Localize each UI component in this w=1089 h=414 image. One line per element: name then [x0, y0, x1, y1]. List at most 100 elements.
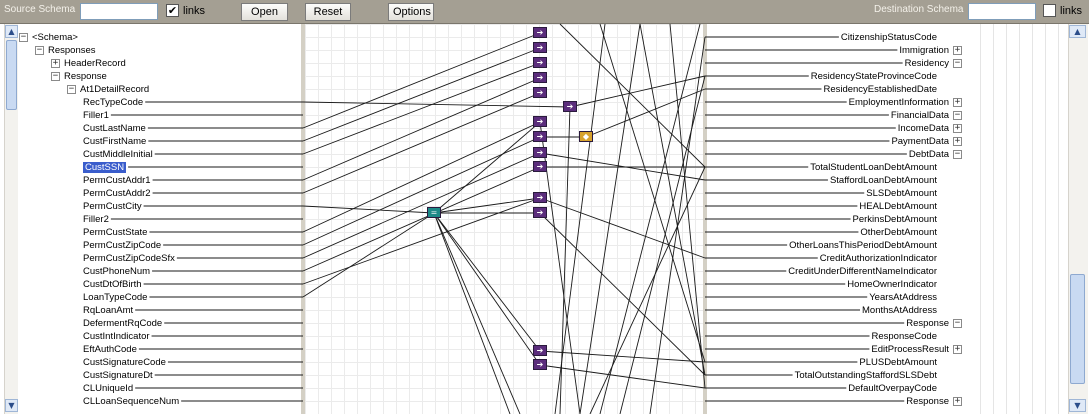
equal-functoid-icon[interactable]: =: [427, 207, 441, 218]
source-links-checkbox[interactable]: ✔ links: [166, 4, 205, 17]
expand-icon[interactable]: +: [953, 96, 962, 107]
source-tree-item[interactable]: − <Schema>: [19, 31, 78, 44]
source-tree-item[interactable]: EftAuthCode: [83, 343, 137, 356]
destination-tree-item[interactable]: EmploymentInformation +: [849, 96, 962, 109]
expand-icon[interactable]: +: [51, 57, 60, 68]
string-functoid-icon[interactable]: ➔: [533, 87, 547, 98]
destination-tree-item[interactable]: PerkinsDebtAmount: [853, 213, 937, 226]
logical-functoid-icon[interactable]: ◆: [579, 131, 593, 142]
mapping-grid[interactable]: [305, 24, 703, 414]
destination-tree-item[interactable]: HEALDebtAmount: [859, 200, 937, 213]
collapse-icon[interactable]: −: [51, 70, 60, 81]
destination-links-checkbox[interactable]: links: [1043, 4, 1082, 17]
destination-tree-item[interactable]: Immigration +: [899, 44, 962, 57]
source-search-input[interactable]: [80, 3, 158, 20]
collapse-icon[interactable]: −: [67, 83, 76, 94]
source-tree-item[interactable]: PermCustAddr1: [83, 174, 151, 187]
scroll-down-icon[interactable]: ▼: [5, 399, 18, 412]
source-tree-item[interactable]: CustSignatureDt: [83, 369, 153, 382]
destination-tree-item[interactable]: CreditAuthorizationIndicator: [820, 252, 937, 265]
source-tree-item[interactable]: PermCustZipCode: [83, 239, 161, 252]
source-tree-item[interactable]: RqLoanAmt: [83, 304, 133, 317]
source-tree-item[interactable]: CustSSN: [83, 161, 127, 174]
string-functoid-icon[interactable]: ➔: [533, 27, 547, 38]
collapse-icon[interactable]: −: [35, 44, 44, 55]
string-functoid-icon[interactable]: ➔: [533, 116, 547, 127]
source-tree-item[interactable]: PermCustZipCodeSfx: [83, 252, 175, 265]
destination-tree-item[interactable]: YearsAtAddress: [869, 291, 937, 304]
scroll-down-icon[interactable]: ▼: [1069, 399, 1086, 412]
string-functoid-icon[interactable]: ➔: [533, 147, 547, 158]
scroll-thumb[interactable]: [1070, 274, 1085, 384]
source-tree-item[interactable]: RecTypeCode: [83, 96, 143, 109]
source-tree-item[interactable]: Filler1: [83, 109, 109, 122]
destination-tree-item[interactable]: ResidencyEstablishedDate: [823, 83, 937, 96]
destination-tree-item[interactable]: PLUSDebtAmount: [859, 356, 937, 369]
destination-tree-item[interactable]: ResidencyStateProvinceCode: [811, 70, 937, 83]
source-tree-item[interactable]: − Responses: [35, 44, 96, 57]
string-functoid-icon[interactable]: ➔: [533, 42, 547, 53]
destination-tree-item[interactable]: DefaultOverpayCode: [848, 382, 937, 395]
string-functoid-icon[interactable]: ➔: [533, 345, 547, 356]
string-functoid-icon[interactable]: ➔: [563, 101, 577, 112]
source-tree-item[interactable]: CLLoanSequenceNum: [83, 395, 179, 408]
destination-tree-item[interactable]: SLSDebtAmount: [866, 187, 937, 200]
options-button[interactable]: Options: [388, 3, 434, 21]
scroll-up-icon[interactable]: ▲: [5, 25, 18, 38]
source-tree-item[interactable]: CustDtOfBirth: [83, 278, 142, 291]
string-functoid-icon[interactable]: ➔: [533, 57, 547, 68]
reset-button[interactable]: Reset: [305, 3, 351, 21]
scroll-up-icon[interactable]: ▲: [1069, 25, 1086, 38]
destination-scrollbar[interactable]: ▲ ▼: [1068, 24, 1088, 414]
destination-tree-item[interactable]: PaymentData +: [891, 135, 962, 148]
open-button[interactable]: Open: [241, 3, 288, 21]
source-tree-item[interactable]: PermCustAddr2: [83, 187, 151, 200]
collapse-icon[interactable]: −: [953, 148, 962, 159]
source-tree-item[interactable]: CustLastName: [83, 122, 146, 135]
expand-icon[interactable]: +: [953, 122, 962, 133]
collapse-icon[interactable]: −: [953, 57, 962, 68]
collapse-icon[interactable]: −: [19, 31, 28, 42]
destination-search-input[interactable]: [968, 3, 1036, 20]
destination-tree-item[interactable]: CreditUnderDifferentNameIndicator: [788, 265, 937, 278]
destination-tree-item[interactable]: StaffordLoanDebtAmount: [830, 174, 937, 187]
collapse-icon[interactable]: −: [953, 317, 962, 328]
destination-tree-item[interactable]: MonthsAtAddress: [862, 304, 937, 317]
source-scrollbar[interactable]: ▲ ▼: [4, 24, 18, 414]
destination-tree-item[interactable]: Residency −: [905, 57, 962, 70]
string-functoid-icon[interactable]: ➔: [533, 207, 547, 218]
source-tree-item[interactable]: CustPhoneNum: [83, 265, 150, 278]
destination-tree-item[interactable]: OtherLoansThisPeriodDebtAmount: [789, 239, 937, 252]
destination-tree-item[interactable]: TotalStudentLoanDebtAmount: [810, 161, 937, 174]
string-functoid-icon[interactable]: ➔: [533, 192, 547, 203]
source-tree-item[interactable]: − Response: [51, 70, 107, 83]
expand-icon[interactable]: +: [953, 135, 962, 146]
destination-tree-item[interactable]: ResponseCode: [872, 330, 938, 343]
destination-tree-item[interactable]: TotalOutstandingStaffordSLSDebt: [795, 369, 937, 382]
destination-tree-item[interactable]: EditProcessResult +: [871, 343, 962, 356]
expand-icon[interactable]: +: [953, 343, 962, 354]
scroll-thumb[interactable]: [6, 40, 17, 110]
destination-tree-item[interactable]: Response +: [906, 395, 962, 408]
destination-tree-item[interactable]: Response −: [906, 317, 962, 330]
source-tree-item[interactable]: + HeaderRecord: [51, 57, 126, 70]
string-functoid-icon[interactable]: ➔: [533, 72, 547, 83]
source-tree-item[interactable]: CustMiddleInitial: [83, 148, 153, 161]
string-functoid-icon[interactable]: ➔: [533, 359, 547, 370]
source-tree-item[interactable]: CustSignatureCode: [83, 356, 166, 369]
destination-tree-item[interactable]: FinancialData −: [891, 109, 962, 122]
string-functoid-icon[interactable]: ➔: [533, 161, 547, 172]
source-tree-item[interactable]: LoanTypeCode: [83, 291, 147, 304]
expand-icon[interactable]: +: [953, 395, 962, 406]
source-tree-item[interactable]: CustFirstName: [83, 135, 146, 148]
destination-tree-item[interactable]: CitizenshipStatusCode: [841, 31, 937, 44]
source-tree-item[interactable]: DefermentRqCode: [83, 317, 162, 330]
source-tree-item[interactable]: CLUniqueId: [83, 382, 133, 395]
collapse-icon[interactable]: −: [953, 109, 962, 120]
source-tree-item[interactable]: Filler2: [83, 213, 109, 226]
destination-tree-item[interactable]: HomeOwnerIndicator: [847, 278, 937, 291]
destination-tree-item[interactable]: OtherDebtAmount: [860, 226, 937, 239]
source-tree-item[interactable]: − At1DetailRecord: [67, 83, 149, 96]
destination-tree-item[interactable]: DebtData −: [909, 148, 962, 161]
string-functoid-icon[interactable]: ➔: [533, 131, 547, 142]
